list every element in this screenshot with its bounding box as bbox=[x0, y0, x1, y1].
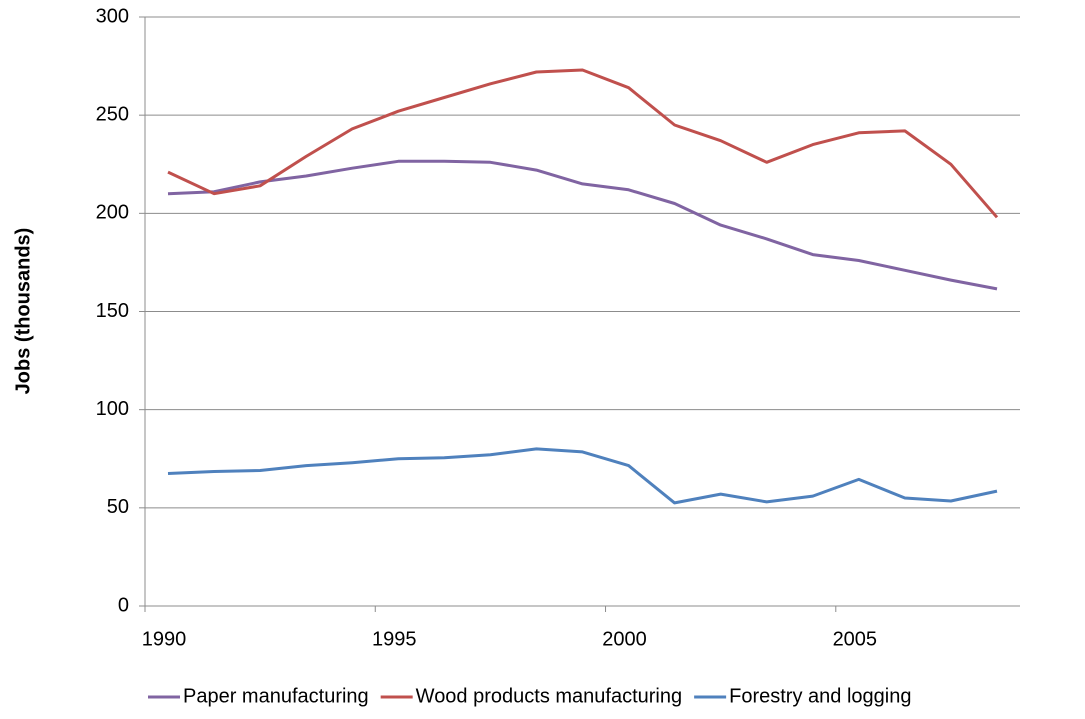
y-tick-label: 150 bbox=[96, 300, 129, 322]
x-tick-label: 1995 bbox=[372, 628, 417, 650]
x-tick-label: 1990 bbox=[142, 628, 187, 650]
y-tick-label: 100 bbox=[96, 398, 129, 420]
x-tick-label: 2005 bbox=[833, 628, 878, 650]
legend-label: Paper manufacturing bbox=[183, 685, 369, 707]
y-axis-title: Jobs (thousands) bbox=[12, 228, 34, 395]
series-line bbox=[167, 447, 998, 505]
series-line bbox=[167, 159, 998, 291]
legend: Paper manufacturing Wood products manufac… bbox=[148, 685, 911, 707]
y-tick-label: 0 bbox=[118, 594, 129, 616]
y-tick-label: 300 bbox=[96, 5, 129, 27]
legend-label: Forestry and logging bbox=[729, 685, 911, 707]
y-tick-label: 250 bbox=[96, 103, 129, 125]
y-tick-label: 200 bbox=[96, 202, 129, 224]
series-line bbox=[167, 68, 999, 219]
x-tick-label: 2000 bbox=[602, 628, 647, 650]
legend-label: Wood products manufacturing bbox=[416, 685, 682, 707]
y-tick-label: 50 bbox=[107, 496, 129, 518]
